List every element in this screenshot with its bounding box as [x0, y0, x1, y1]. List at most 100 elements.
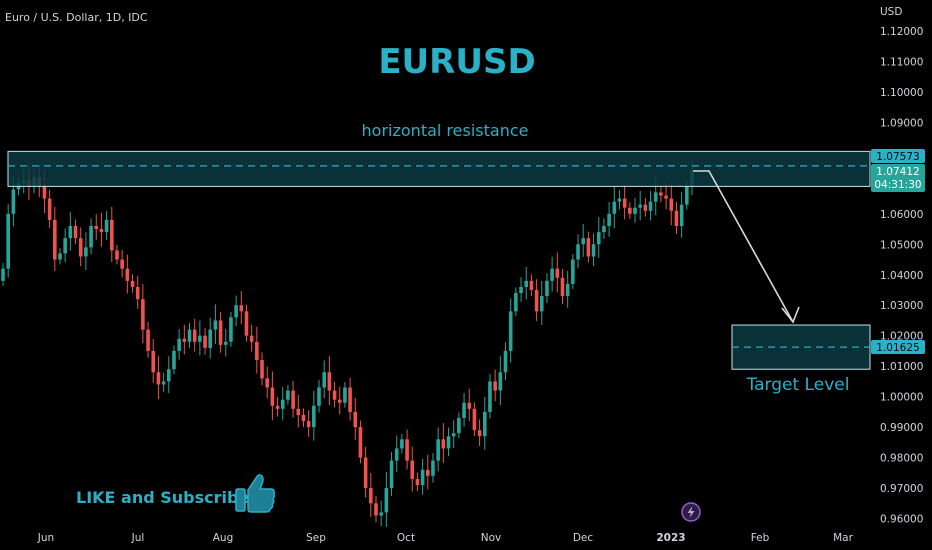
- price-tick-label: 1.11000: [880, 56, 923, 68]
- candle: [177, 328, 181, 360]
- price-tick-label: 0.99000: [880, 422, 923, 434]
- candle: [560, 269, 565, 304]
- candle: [68, 211, 73, 251]
- lightning-icon[interactable]: [681, 502, 701, 522]
- candle: [394, 435, 399, 473]
- candle: [348, 377, 352, 421]
- price-tick-label: 1.10000: [880, 87, 923, 99]
- candle: [353, 397, 358, 440]
- candle: [161, 372, 166, 393]
- time-axis[interactable]: Jun Jul Aug Sep Oct Nov Dec 2023 Feb Mar: [37, 532, 854, 544]
- candle: [379, 500, 383, 527]
- price-tick-label: 1.00000: [880, 392, 923, 404]
- candle: [203, 328, 207, 355]
- candle: [628, 202, 632, 219]
- price-tick-label: 1.03000: [880, 300, 923, 312]
- cta-label: LIKE and Subscribe: [76, 488, 249, 507]
- candle: [617, 189, 622, 210]
- candle: [508, 298, 513, 363]
- candle: [369, 472, 373, 517]
- candle: [94, 214, 99, 240]
- candle: [312, 390, 316, 441]
- candle: [249, 324, 254, 352]
- price-tick-label: 0.97000: [880, 483, 923, 495]
- candle: [539, 281, 544, 325]
- svg-text:1.07573: 1.07573: [876, 151, 919, 163]
- candle: [234, 295, 238, 327]
- candle: [436, 427, 440, 472]
- time-tick-label: Jul: [131, 532, 145, 544]
- price-tick-label: 1.06000: [880, 209, 923, 221]
- candle: [358, 420, 363, 464]
- candle: [482, 396, 487, 450]
- candle: [477, 419, 482, 446]
- candle: [602, 218, 606, 239]
- candle: [296, 394, 301, 428]
- resistance-zone[interactable]: [7, 150, 871, 187]
- candle: [384, 471, 389, 527]
- time-tick-label: Jun: [37, 532, 54, 544]
- projection-arrow: [693, 170, 800, 324]
- candle: [89, 218, 93, 255]
- candle: [156, 356, 161, 399]
- resistance-price-tag: 1.07573: [871, 149, 925, 163]
- candle: [104, 211, 109, 240]
- price-tick-label: 0.98000: [880, 453, 923, 465]
- candle: [239, 291, 244, 324]
- candle: [187, 323, 192, 348]
- price-tick-label: 1.01000: [880, 361, 923, 373]
- candle: [1, 263, 5, 286]
- candle: [534, 279, 539, 322]
- candle: [669, 182, 674, 226]
- candle: [265, 366, 270, 399]
- candle: [260, 352, 264, 386]
- candle: [648, 190, 653, 221]
- candle: [462, 392, 466, 427]
- candle: [78, 227, 83, 267]
- target-label: Target Level: [746, 375, 850, 395]
- candle: [607, 201, 611, 237]
- candle: [337, 386, 342, 415]
- current-price-tag: 1.07412 04:31:30: [871, 164, 925, 192]
- candle: [457, 412, 461, 439]
- candle: [84, 232, 88, 271]
- time-tick-label: Oct: [397, 532, 415, 544]
- price-tick-label: 1.12000: [880, 26, 923, 38]
- candle: [493, 369, 497, 402]
- candle: [322, 360, 326, 399]
- current-price: 1.07412: [876, 166, 919, 178]
- headline: EURUSD: [378, 42, 535, 82]
- candle: [58, 247, 62, 265]
- candle: [659, 184, 663, 203]
- candle: [420, 458, 425, 495]
- candle: [130, 274, 135, 293]
- symbol-title[interactable]: Euro / U.S. Dollar, 1D, IDC: [5, 11, 148, 24]
- candle: [415, 472, 420, 491]
- candle: [565, 270, 570, 308]
- candle: [115, 244, 119, 265]
- candle: [374, 495, 378, 523]
- candle: [451, 420, 456, 448]
- candle: [363, 446, 368, 498]
- candle: [218, 311, 223, 353]
- candle: [519, 277, 523, 302]
- svg-text:1.01625: 1.01625: [876, 342, 919, 354]
- candle: [301, 408, 306, 427]
- candle: [286, 385, 290, 405]
- candle: [229, 311, 233, 347]
- candle: [99, 212, 104, 247]
- candle: [135, 276, 140, 309]
- candle: [47, 189, 52, 228]
- candle: [467, 388, 472, 422]
- candle: [425, 454, 430, 490]
- currency-label: USD: [880, 6, 902, 18]
- price-tick-label: 1.04000: [880, 270, 923, 282]
- target-zone[interactable]: [731, 324, 871, 370]
- candle: [120, 249, 124, 278]
- thumbs-up-icon: [235, 474, 276, 513]
- candle: [275, 397, 280, 417]
- candle: [151, 339, 156, 383]
- candle: [400, 433, 404, 454]
- candle: [192, 318, 197, 352]
